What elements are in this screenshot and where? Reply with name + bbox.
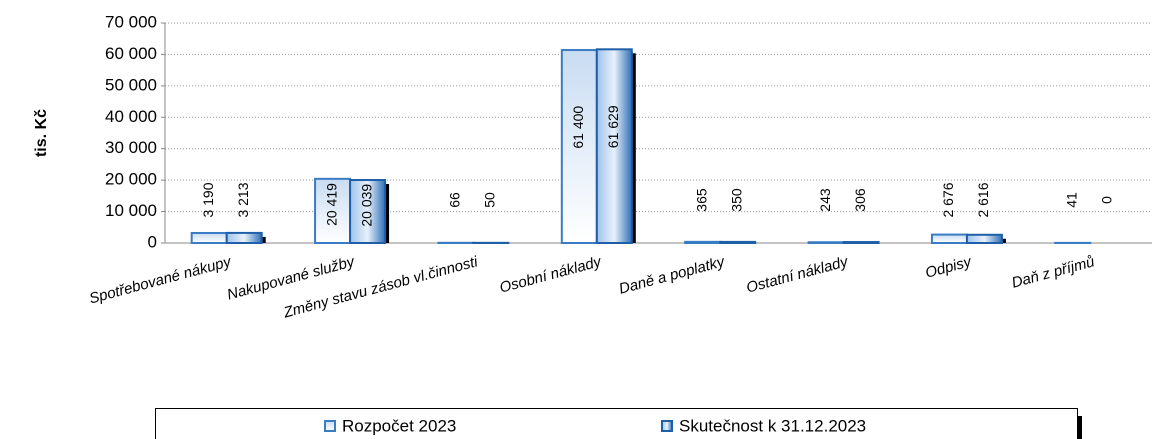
value-label: 61 400 (570, 106, 586, 149)
bar-shadow (261, 236, 266, 243)
x-tick-label: Odpisy (924, 253, 975, 282)
bar-shadow (631, 53, 636, 244)
value-label: 306 (852, 188, 868, 212)
bar (190, 231, 228, 245)
value-label: 3 190 (200, 182, 216, 217)
x-tick-label: Daně a poplatky (617, 253, 728, 298)
bar (930, 233, 968, 245)
y-axis-title: tis. Kč (33, 109, 50, 157)
legend-swatch (661, 420, 673, 432)
y-tick-label: 20 000 (105, 170, 157, 189)
y-tick-label: 70 000 (105, 12, 157, 31)
y-tick-label: 60 000 (105, 44, 157, 63)
x-tick-label: Osobní náklady (498, 253, 605, 297)
bar (684, 240, 722, 245)
value-label: 41 (1064, 192, 1080, 208)
value-label: 0 (1099, 196, 1115, 204)
value-label: 20 039 (358, 184, 374, 227)
value-label: 2 616 (975, 182, 991, 217)
legend-shadow (1078, 416, 1082, 439)
value-label: 2 676 (940, 182, 956, 217)
value-label: 350 (728, 188, 744, 212)
y-tick-label: 40 000 (105, 107, 157, 126)
bar (560, 49, 598, 245)
x-tick-label: Daň z příjmů (1010, 253, 1097, 292)
legend-swatch (324, 420, 336, 432)
bar (225, 231, 263, 244)
bar-shadow (385, 184, 390, 243)
y-tick-label: 50 000 (105, 75, 157, 94)
bar (965, 233, 1003, 245)
value-label: 66 (447, 192, 463, 208)
y-tick-label: 30 000 (105, 138, 157, 157)
legend-label: Rozpočet 2023 (342, 416, 456, 435)
bar (842, 241, 880, 244)
bar (719, 240, 757, 244)
bar (807, 241, 845, 244)
x-tick-label: Ostatní náklady (745, 253, 852, 297)
legend-label: Skutečnost k 31.12.2023 (679, 416, 866, 435)
bar-shadow (1001, 238, 1006, 243)
value-label: 365 (693, 188, 709, 212)
value-label: 3 213 (235, 182, 251, 217)
bar (595, 48, 633, 245)
y-tick-label: 10 000 (105, 201, 157, 220)
value-label: 20 419 (323, 183, 339, 226)
value-label: 50 (482, 192, 498, 208)
bar (349, 179, 387, 244)
legend-box (155, 408, 1078, 439)
y-tick-label: 0 (148, 232, 157, 251)
x-tick-label: Spotřebované nákupy (87, 253, 234, 308)
value-label: 243 (817, 188, 833, 212)
value-label: 61 629 (605, 105, 621, 148)
